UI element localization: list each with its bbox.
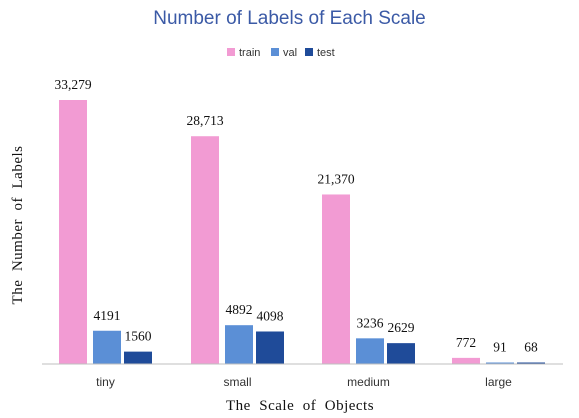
value-label-val-medium: 3236 bbox=[357, 315, 384, 330]
legend-swatch-test bbox=[305, 48, 313, 56]
value-labels: 33,279 4191 1560 28,713 4892 4098 21,370 3236 26… bbox=[54, 77, 538, 355]
legend-label-train: train bbox=[239, 47, 260, 59]
legend-label-test: test bbox=[317, 47, 335, 59]
value-label-test-large: 68 bbox=[524, 340, 538, 355]
bar-train-large bbox=[452, 357, 480, 364]
legend: train val test bbox=[227, 47, 335, 59]
bar-test-tiny bbox=[124, 351, 152, 364]
value-label-test-tiny: 1560 bbox=[125, 329, 152, 344]
x-tick-label-medium: medium bbox=[347, 375, 390, 389]
value-label-val-large: 91 bbox=[493, 340, 507, 355]
y-axis-title: The Number of Labels bbox=[10, 146, 26, 305]
value-label-train-large: 772 bbox=[456, 335, 476, 350]
value-label-val-tiny: 4191 bbox=[94, 308, 121, 323]
value-label-train-tiny: 33,279 bbox=[54, 77, 91, 92]
bar-val-small bbox=[225, 325, 253, 364]
bar-train-tiny bbox=[59, 100, 87, 364]
value-label-test-medium: 2629 bbox=[388, 320, 415, 335]
bar-val-medium bbox=[356, 338, 384, 364]
chart-title: Number of Labels of Each Scale bbox=[153, 8, 426, 29]
x-axis-title: The Scale of Objects bbox=[226, 398, 374, 414]
legend-label-val: val bbox=[283, 47, 297, 59]
bar-train-medium bbox=[322, 194, 350, 364]
x-tick-label-small: small bbox=[223, 375, 251, 389]
bar-test-large bbox=[517, 362, 545, 364]
legend-swatch-train bbox=[227, 48, 235, 56]
value-label-test-small: 4098 bbox=[257, 308, 284, 323]
x-tick-label-large: large bbox=[485, 375, 512, 389]
legend-swatch-val bbox=[271, 48, 279, 56]
bars bbox=[59, 100, 545, 364]
x-tick-label-tiny: tiny bbox=[96, 375, 115, 389]
bar-val-tiny bbox=[93, 330, 121, 364]
bar-train-small bbox=[191, 136, 219, 364]
bar-val-large bbox=[486, 362, 514, 364]
value-label-train-medium: 21,370 bbox=[317, 171, 354, 186]
value-label-val-small: 4892 bbox=[226, 302, 253, 317]
bar-test-small bbox=[256, 331, 284, 364]
value-label-train-small: 28,713 bbox=[186, 113, 223, 128]
bar-test-medium bbox=[387, 343, 415, 364]
x-tick-labels: tiny small medium large bbox=[96, 375, 512, 389]
